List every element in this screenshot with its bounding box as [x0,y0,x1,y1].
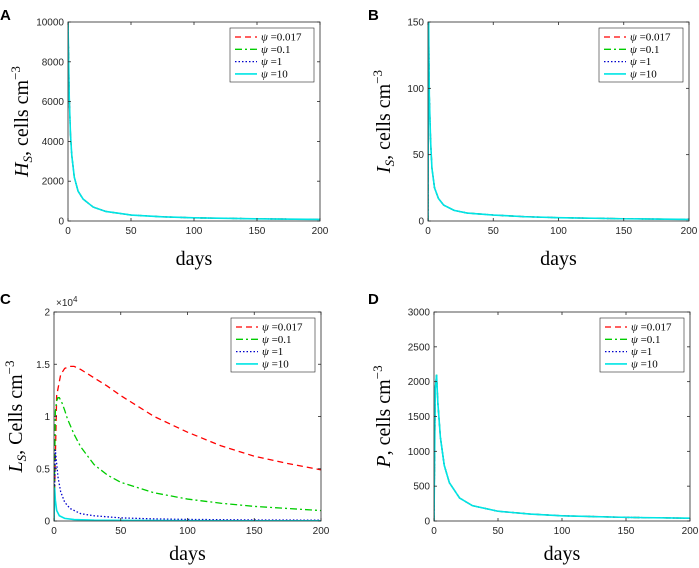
y-axis-label: IS, cells cm−3 [370,70,397,174]
x-tick-label: 50 [492,526,504,537]
x-tick-label: 150 [618,526,635,537]
y-tick-label: 1000 [408,447,431,458]
legend-entry: ψ =0.017 [261,32,302,44]
x-tick-label: 200 [313,526,330,537]
y-tick-label: 6000 [42,97,65,108]
y-tick-label: 1.5 [36,360,50,371]
y-tick-label: 1 [44,412,50,423]
y-axis-label: P, cells cm−3 [370,365,395,468]
legend-entry: ψ =10 [631,358,658,370]
y-tick-label: 0.5 [36,464,50,475]
x-tick-label: 200 [682,526,699,537]
legend-entry: ψ =0.017 [631,322,672,334]
y-tick-label: 1500 [408,412,431,423]
x-tick-label: 0 [425,226,431,237]
legend-box [229,27,315,83]
panel-label: A [0,7,11,24]
y-tick-label: 2000 [408,377,431,388]
x-tick-label: 150 [615,226,632,237]
y-tick-label: 8000 [42,57,65,68]
legend-entry: ψ =1 [630,56,651,68]
series-line [68,22,320,221]
x-tick-label: 0 [51,526,57,537]
panel-d: D0 50 100 150 200050010001500200025003000day… [368,291,699,565]
x-tick-label: 100 [554,526,571,537]
legend-entry: ψ =0.1 [630,44,660,56]
legend-entry: ψ =1 [261,56,282,68]
legend-entry: ψ =1 [631,346,652,358]
y-tick-label: 500 [413,482,430,493]
series-line [434,374,690,521]
legend-entry: ψ =0.1 [262,334,292,346]
panel-c: C 0 50 100 150 200 0 0.5 1 1.5 2 ×104 days LS, Cells … [0,291,330,565]
legend-entry: ψ =0.1 [631,334,661,346]
legend-entry: ψ =10 [262,358,289,370]
legend-entry: ψ =1 [262,346,283,358]
y-tick-label: 4000 [42,137,65,148]
y-tick-label: 0 [424,517,430,528]
series-line [54,397,321,521]
x-tick-label: 100 [550,226,567,237]
x-tick-label: 50 [488,226,500,237]
series-line [54,449,321,521]
y-tick-label: 2 [44,308,50,319]
series-line [428,22,689,221]
legend-entry: ψ =0.017 [630,32,671,44]
x-tick-label: 0 [431,526,437,537]
x-tick-label: 200 [681,226,698,237]
x-tick-label: 50 [115,526,127,537]
series-line [54,365,321,521]
y-tick-label: 0 [44,517,50,528]
x-axis-label: days [544,543,581,565]
y-tick-label: 50 [413,150,425,161]
legend-entry: ψ =0.017 [262,322,303,334]
x-tick-label: 200 [312,226,329,237]
legend-entry: ψ =10 [261,68,288,80]
panel-b: B 0 50 100 150 200 0 50 100 150 days IS, cells cm−3… [368,7,698,270]
legend-entry: ψ =0.1 [261,44,291,56]
panel-label: B [368,7,379,24]
series-line [434,374,690,521]
series-line [54,487,321,521]
x-axis-label: days [169,543,206,565]
panel-label: C [0,291,11,308]
y-tick-label: 0 [418,217,424,228]
x-tick-label: 0 [65,226,71,237]
panel-label: D [368,291,379,308]
x-tick-label: 50 [125,226,137,237]
x-tick-label: 150 [246,526,263,537]
panel-a: A0 50 100 150 2000200040006000800010000daysH… [0,7,329,270]
y-axis-label: LS, Cells cm−3 [2,360,29,473]
y-tick-label: 2000 [42,177,65,188]
y-tick-label: 0 [58,217,64,228]
legend-box [230,317,316,373]
y-tick-label: 2500 [408,342,431,353]
legend-box [599,317,685,373]
x-axis-label: days [176,248,213,270]
y-axis-label: HS, cells cm−3 [8,66,35,178]
x-axis-label: days [540,248,577,270]
x-tick-label: 100 [179,526,196,537]
y-tick-label: 3000 [408,308,431,319]
y-tick-label: 150 [407,18,424,29]
x-tick-label: 100 [186,226,203,237]
x-tick-label: 150 [249,226,266,237]
legend-entry: ψ =10 [630,68,657,80]
axis-exponent: ×104 [56,295,78,309]
legend-box [598,27,684,83]
series-line [434,374,690,521]
y-tick-label: 10000 [36,18,64,29]
y-tick-label: 100 [407,84,424,95]
series-line [434,374,690,521]
